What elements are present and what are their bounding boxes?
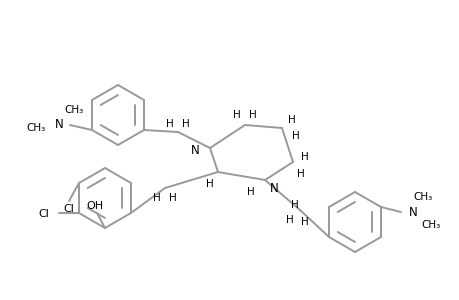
Text: H: H xyxy=(291,131,299,141)
Text: H: H xyxy=(297,169,304,179)
Text: OH: OH xyxy=(86,201,103,211)
Text: H: H xyxy=(153,193,161,203)
Text: H: H xyxy=(233,110,241,120)
Text: CH₃: CH₃ xyxy=(420,220,439,230)
Text: N: N xyxy=(408,206,417,218)
Text: N: N xyxy=(55,118,64,130)
Text: CH₃: CH₃ xyxy=(412,192,431,202)
Text: H: H xyxy=(301,152,308,162)
Text: H: H xyxy=(166,119,174,129)
Text: H: H xyxy=(206,179,213,189)
Text: H: H xyxy=(301,217,308,227)
Text: N: N xyxy=(191,143,200,157)
Text: H: H xyxy=(287,115,295,125)
Text: CH₃: CH₃ xyxy=(64,105,84,115)
Text: H: H xyxy=(249,110,256,120)
Text: H: H xyxy=(246,187,254,197)
Text: H: H xyxy=(291,200,298,210)
Text: H: H xyxy=(182,119,190,129)
Text: Cl: Cl xyxy=(38,209,49,219)
Text: Cl: Cl xyxy=(63,204,74,214)
Text: CH₃: CH₃ xyxy=(27,123,46,133)
Text: N: N xyxy=(269,182,278,194)
Text: H: H xyxy=(285,215,293,225)
Text: H: H xyxy=(169,193,177,203)
